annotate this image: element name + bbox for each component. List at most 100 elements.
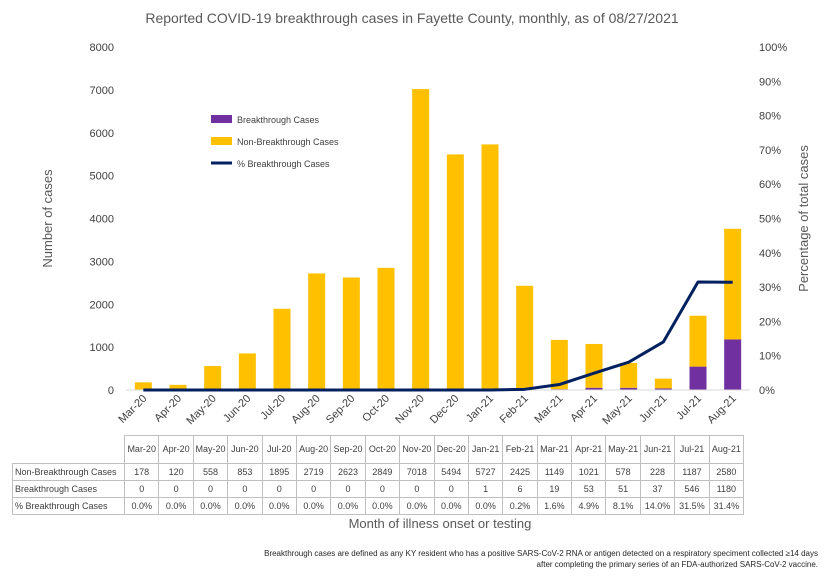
- bar-non-breakthrough: [516, 285, 534, 390]
- bar-non-breakthrough: [273, 308, 291, 390]
- bar-non-breakthrough: [342, 277, 360, 390]
- table-cell: 4.9%: [571, 497, 607, 515]
- table-cell: 0.0%: [123, 497, 160, 515]
- bar-non-breakthrough: [377, 267, 395, 390]
- table-cell: 0: [433, 480, 469, 498]
- table-cell: 0: [261, 480, 297, 498]
- table-cell: 0: [158, 480, 194, 498]
- table-cell: 0: [330, 480, 366, 498]
- x-tick-label: Jul-21: [674, 393, 704, 423]
- table-cell: 19: [536, 480, 573, 498]
- table-cell: 5494: [433, 463, 469, 481]
- table-header-cell: Oct-20: [364, 435, 401, 464]
- bar-non-breakthrough: [238, 353, 256, 390]
- table-cell: 0.0%: [467, 497, 504, 515]
- legend-label-non-breakthrough: Non-Breakthrough Cases: [237, 137, 339, 147]
- table-row-label: Breakthrough Cases: [12, 480, 125, 498]
- bar-non-breakthrough: [550, 339, 568, 390]
- y-tick-label: 8000: [90, 42, 114, 54]
- x-tick-label: Jul-20: [258, 393, 288, 423]
- table-cell: 0.2%: [502, 497, 538, 515]
- series-line-pct-breakthrough: [143, 280, 733, 392]
- data-table: Mar-20 Apr-20 May-20 Jun-20 Jul-20 Aug-20 Sep-…: [12, 435, 745, 515]
- legend-swatch-breakthrough: [211, 115, 232, 123]
- bar-breakthrough: [724, 339, 742, 390]
- x-tick-label: Oct-20: [360, 393, 392, 425]
- table-header-cell: Aug-20: [295, 435, 332, 464]
- table-header-cell: May-20: [192, 435, 229, 464]
- x-axis-title: Month of illness onset or testing: [348, 516, 532, 531]
- x-tick-label: Jan-21: [464, 393, 496, 425]
- legend-swatch-non-breakthrough: [211, 137, 232, 145]
- bar-non-breakthrough: [204, 366, 222, 390]
- table-cell: 0.0%: [330, 497, 366, 515]
- y2-tick-label: 60%: [759, 179, 781, 191]
- x-tick-label: May-21: [600, 393, 634, 427]
- table-cell: 0: [192, 480, 229, 498]
- bar-breakthrough: [620, 387, 638, 390]
- chart-title: Reported COVID-19 breakthrough cases in …: [145, 10, 679, 26]
- table-cell: 51: [605, 480, 641, 498]
- y2-tick-label: 40%: [759, 248, 781, 260]
- table-cell: 5727: [467, 463, 504, 481]
- y2-tick-label: 20%: [759, 316, 781, 328]
- x-tick-label: Apr-20: [152, 393, 184, 425]
- y2-tick-label: 50%: [759, 214, 781, 226]
- table-cell: 1187: [674, 463, 710, 481]
- legend-label-breakthrough: Breakthrough Cases: [237, 115, 320, 125]
- table-cell: 1895: [261, 463, 297, 481]
- table-cell: 37: [639, 480, 676, 498]
- table-cell: 228: [639, 463, 676, 481]
- y-tick-label: 6000: [90, 128, 114, 140]
- table-cell: 546: [674, 480, 710, 498]
- y-tick-label: 2000: [90, 299, 114, 311]
- table-cell: 31.4%: [708, 497, 745, 515]
- table-header-cell: Dec-20: [433, 435, 469, 464]
- table-cell: 0: [123, 480, 160, 498]
- table-cell: 0.0%: [399, 497, 435, 515]
- table-cell: 178: [123, 463, 160, 481]
- table-cell: 1021: [571, 463, 607, 481]
- table-cell: 2849: [364, 463, 401, 481]
- table-header-cell: Jun-21: [639, 435, 676, 464]
- table-cell: 1180: [708, 480, 745, 498]
- table-cell: 2719: [295, 463, 332, 481]
- table-header-cell: Apr-20: [158, 435, 194, 464]
- table-header-cell: Nov-20: [399, 435, 435, 464]
- y-tick-label: 0: [108, 385, 114, 397]
- table-cell: 31.5%: [674, 497, 710, 515]
- bar-non-breakthrough: [654, 378, 672, 389]
- table-cell: 0.0%: [227, 497, 263, 515]
- x-tick-label: Apr-21: [568, 393, 600, 425]
- bar-non-breakthrough: [724, 228, 742, 340]
- table-cell: 1: [467, 480, 504, 498]
- table-cell: 14.0%: [639, 497, 676, 515]
- table-header-cell: Aug-21: [708, 435, 745, 464]
- bar-non-breakthrough: [585, 343, 603, 388]
- x-tick-label: Aug-20: [289, 393, 323, 427]
- table-cell: 853: [227, 463, 263, 481]
- table-header-cell: Sep-20: [330, 435, 366, 464]
- bar-non-breakthrough: [169, 384, 187, 390]
- table-cell: 0: [295, 480, 332, 498]
- table-row: Non-Breakthrough Cases 178 120 558 853 1895 27…: [12, 463, 745, 481]
- y2-tick-label: 30%: [759, 282, 781, 294]
- x-tick-label: Mar-21: [532, 393, 565, 426]
- table-cell: 0.0%: [261, 497, 297, 515]
- y2-tick-label: 0%: [759, 385, 775, 397]
- chart-canvas: 0 1000 2000 3000 4000 5000 6000 7000 8000 0% 10% 20…: [40, 42, 811, 427]
- bar-breakthrough: [689, 366, 707, 390]
- table-row: Breakthrough Cases 0 0 0 0 0 0 0 0 0 0 1 6 19 53 51 37 54…: [12, 480, 745, 498]
- y2-tick-label: 90%: [759, 76, 781, 88]
- x-tick-label: Feb-21: [498, 393, 531, 426]
- table-header-cell: May-21: [605, 435, 641, 464]
- table-cell: 0: [399, 480, 435, 498]
- table-row-label: Non-Breakthrough Cases: [12, 463, 125, 481]
- table-cell: 0.0%: [192, 497, 229, 515]
- table-cell: 578: [605, 463, 641, 481]
- y2-tick-label: 10%: [759, 351, 781, 363]
- table-row-label: % Breakthrough Cases: [12, 497, 125, 515]
- legend-label-pct: % Breakthrough Cases: [237, 159, 330, 169]
- bar-non-breakthrough: [689, 315, 707, 367]
- bar-non-breakthrough: [412, 89, 430, 391]
